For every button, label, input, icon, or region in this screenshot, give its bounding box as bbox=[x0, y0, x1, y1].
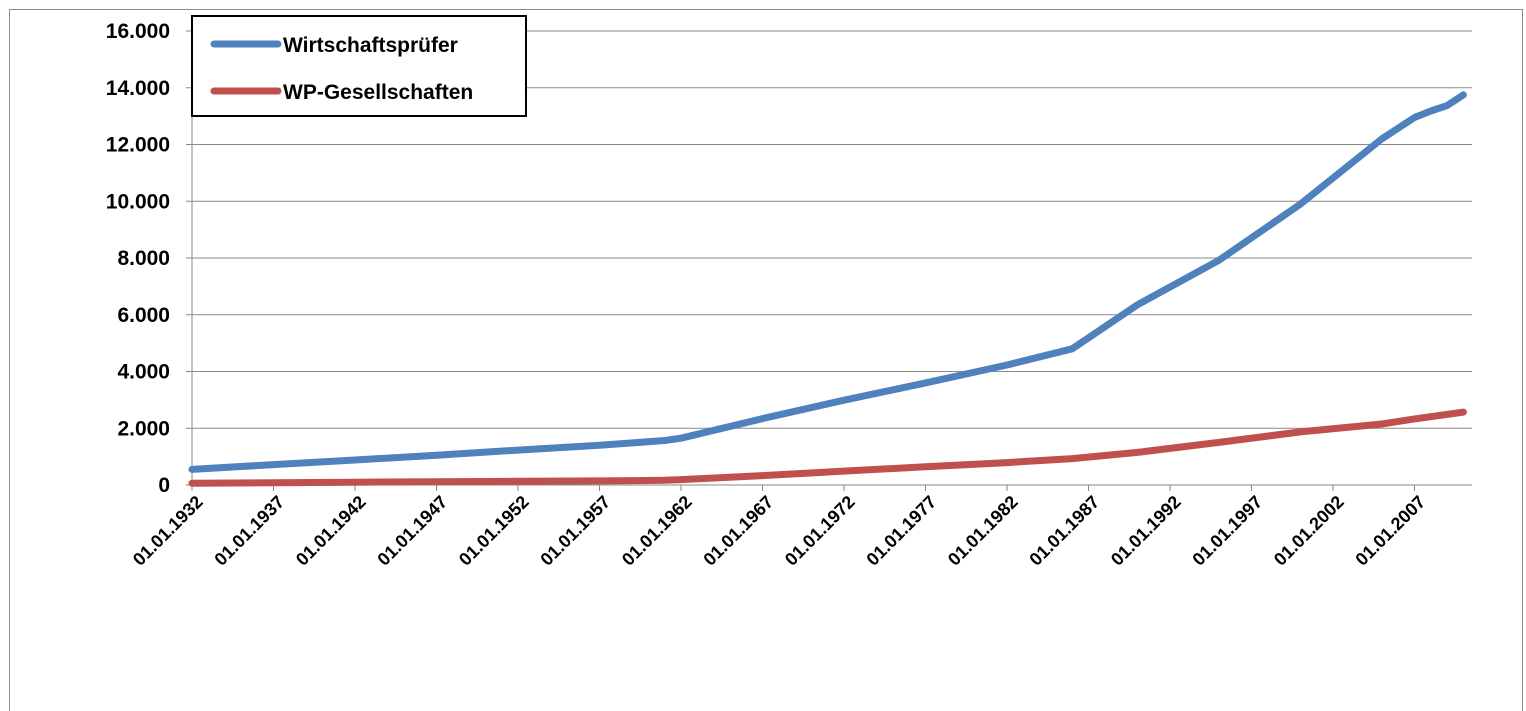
x-tick-label: 01.01.2002 bbox=[1270, 492, 1348, 570]
x-tick-label: 01.01.2007 bbox=[1351, 492, 1429, 570]
x-tick-label: 01.01.1997 bbox=[1188, 492, 1266, 570]
y-tick-label: 12.000 bbox=[106, 134, 170, 157]
x-tick-label: 01.01.1992 bbox=[1107, 492, 1185, 570]
x-tick-label: 01.01.1972 bbox=[781, 492, 859, 570]
y-tick-label: 8.000 bbox=[117, 247, 170, 270]
y-tick-label: 2.000 bbox=[117, 417, 170, 440]
legend-label-wirtschaftspruefer: Wirtschaftsprüfer bbox=[283, 34, 458, 57]
chart-frame bbox=[9, 9, 1523, 711]
legend-box bbox=[191, 15, 527, 117]
x-tick-label: 01.01.1947 bbox=[373, 492, 451, 570]
series-line-wp-gesellschaften bbox=[188, 408, 1467, 487]
x-tick-label: 01.01.1967 bbox=[699, 492, 777, 570]
x-tick-label: 01.01.1957 bbox=[536, 492, 614, 570]
x-tick-label: 01.01.1937 bbox=[210, 492, 288, 570]
y-tick-label: 10.000 bbox=[106, 190, 170, 213]
y-tick-label: 4.000 bbox=[117, 361, 170, 384]
y-tick-label: 6.000 bbox=[117, 304, 170, 327]
x-tick-label: 01.01.1977 bbox=[862, 492, 940, 570]
y-tick-label: 16.000 bbox=[106, 20, 170, 43]
x-tick-label: 01.01.1962 bbox=[618, 492, 696, 570]
legend-label-wp-gesellschaften: WP-Gesellschaften bbox=[283, 81, 473, 104]
x-tick-label: 01.01.1952 bbox=[455, 492, 533, 570]
y-tick-label: 0 bbox=[158, 474, 170, 497]
x-tick-label: 01.01.1942 bbox=[292, 492, 370, 570]
x-tick-label: 01.01.1932 bbox=[129, 492, 207, 570]
x-tick-label: 01.01.1982 bbox=[944, 492, 1022, 570]
y-tick-label: 14.000 bbox=[106, 77, 170, 100]
legend: Wirtschaftsprüfer WP-Gesellschaften bbox=[191, 15, 527, 117]
x-tick-label: 01.01.1987 bbox=[1025, 492, 1103, 570]
series-line-wirtschaftspruefer bbox=[188, 91, 1467, 473]
series-lines bbox=[188, 91, 1467, 487]
